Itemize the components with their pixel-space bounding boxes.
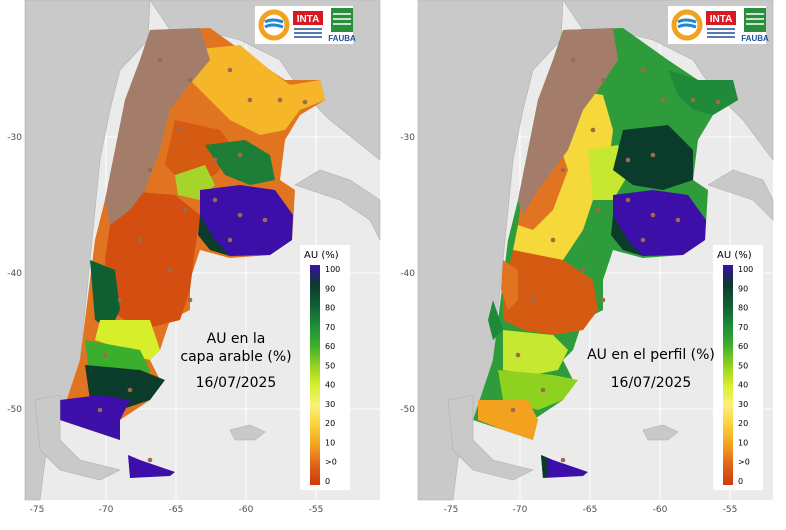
x-axis: -75 -70 -65 -60 -55 — [30, 505, 324, 515]
legend: AU (%) 100 90 80 70 60 50 40 30 20 10 >0 0 — [713, 245, 763, 490]
legend-label: 10 — [738, 438, 748, 447]
legend-label: 70 — [325, 323, 335, 332]
legend-label: 10 — [325, 438, 335, 447]
circle-logo-icon — [671, 9, 703, 41]
legend-label: >0 — [325, 458, 337, 467]
x-tick-label: -60 — [653, 505, 668, 515]
x-tick-label: -55 — [309, 505, 324, 515]
legend-label: 70 — [738, 323, 748, 332]
map-panel-right: -75 -70 -65 -60 -55 -30 -40 -50 INTA FAU… — [393, 0, 786, 530]
legend-label: >0 — [738, 458, 750, 467]
circle-logo-icon — [258, 9, 290, 41]
legend-labels: 100 90 80 70 60 50 40 30 20 10 >0 0 — [325, 265, 340, 486]
legend-label: 40 — [738, 381, 748, 390]
fauba-logo-text: FAUBA — [328, 34, 356, 43]
legend-label: 50 — [325, 361, 335, 370]
x-tick-label: -75 — [30, 505, 45, 515]
fauba-logo-icon — [744, 8, 766, 32]
logo-group: INTA FAUBA — [255, 6, 356, 44]
x-tick-label: -55 — [723, 505, 738, 515]
fauba-logo-text: FAUBA — [741, 34, 769, 43]
x-tick-label: -65 — [169, 505, 184, 515]
inta-waves-icon — [707, 28, 735, 38]
legend-labels: 100 90 80 70 60 50 40 30 20 10 >0 0 — [738, 265, 753, 486]
legend-label: 40 — [325, 381, 335, 390]
station-points — [510, 57, 721, 463]
legend-label: 30 — [738, 400, 748, 409]
legend-label: 80 — [325, 304, 335, 313]
y-tick-label: -40 — [7, 269, 22, 279]
y-tick-label: -30 — [400, 133, 415, 143]
inta-logo-text: INTA — [710, 14, 733, 25]
y-axis: -30 -40 -50 — [7, 133, 22, 415]
legend-label: 30 — [325, 400, 335, 409]
legend-title: AU (%) — [304, 250, 339, 261]
map-left-svg: -75 -70 -65 -60 -55 -30 -40 -50 INTA FAU… — [7, 0, 381, 515]
x-axis: -75 -70 -65 -60 -55 — [444, 505, 738, 515]
y-axis: -30 -40 -50 — [400, 133, 415, 415]
inta-logo-text: INTA — [297, 14, 320, 25]
map-regions — [447, 28, 738, 481]
legend-label: 20 — [325, 419, 335, 428]
legend-label: 100 — [738, 265, 753, 274]
legend-colorbar — [310, 265, 320, 485]
inta-logo-icon — [293, 11, 323, 25]
annotation-line: AU en la — [207, 331, 266, 347]
legend: AU (%) 100 90 80 70 60 50 40 30 20 10 >0 0 — [300, 245, 350, 490]
fauba-logo-icon — [331, 8, 353, 32]
legend-background — [713, 245, 763, 490]
logo-group: INTA FAUBA — [668, 6, 769, 44]
inta-waves-icon — [294, 28, 322, 38]
x-tick-label: -70 — [513, 505, 528, 515]
inta-logo-icon — [706, 11, 736, 25]
legend-label: 0 — [325, 477, 330, 486]
legend-background — [300, 245, 350, 490]
legend-label: 0 — [738, 477, 743, 486]
legend-label: 50 — [738, 361, 748, 370]
legend-label: 90 — [325, 284, 335, 293]
station-points — [97, 57, 308, 463]
legend-label: 20 — [738, 419, 748, 428]
annotation-line: capa arable (%) — [180, 349, 291, 365]
map-annotation: AU en el perfil (%) 16/07/2025 — [587, 347, 715, 391]
annotation-date: 16/07/2025 — [196, 375, 277, 391]
annotation-line: AU en el perfil (%) — [587, 347, 715, 363]
y-tick-label: -30 — [7, 133, 22, 143]
x-tick-label: -65 — [583, 505, 598, 515]
legend-label: 80 — [738, 304, 748, 313]
legend-title: AU (%) — [717, 250, 752, 261]
legend-colorbar — [723, 265, 733, 485]
x-tick-label: -60 — [239, 505, 254, 515]
annotation-date: 16/07/2025 — [611, 375, 692, 391]
x-tick-label: -70 — [99, 505, 114, 515]
map-regions — [34, 28, 325, 481]
map-annotation: AU en la capa arable (%) 16/07/2025 — [180, 331, 291, 391]
map-right-svg: -75 -70 -65 -60 -55 -30 -40 -50 INTA FAU… — [400, 0, 774, 515]
legend-label: 60 — [738, 342, 748, 351]
y-tick-label: -50 — [400, 405, 415, 415]
legend-label: 60 — [325, 342, 335, 351]
legend-label: 100 — [325, 265, 340, 274]
x-tick-label: -75 — [444, 505, 459, 515]
legend-label: 90 — [738, 284, 748, 293]
y-tick-label: -40 — [400, 269, 415, 279]
y-tick-label: -50 — [7, 405, 22, 415]
map-panel-left: -75 -70 -65 -60 -55 -30 -40 -50 INTA FAU… — [7, 0, 381, 515]
